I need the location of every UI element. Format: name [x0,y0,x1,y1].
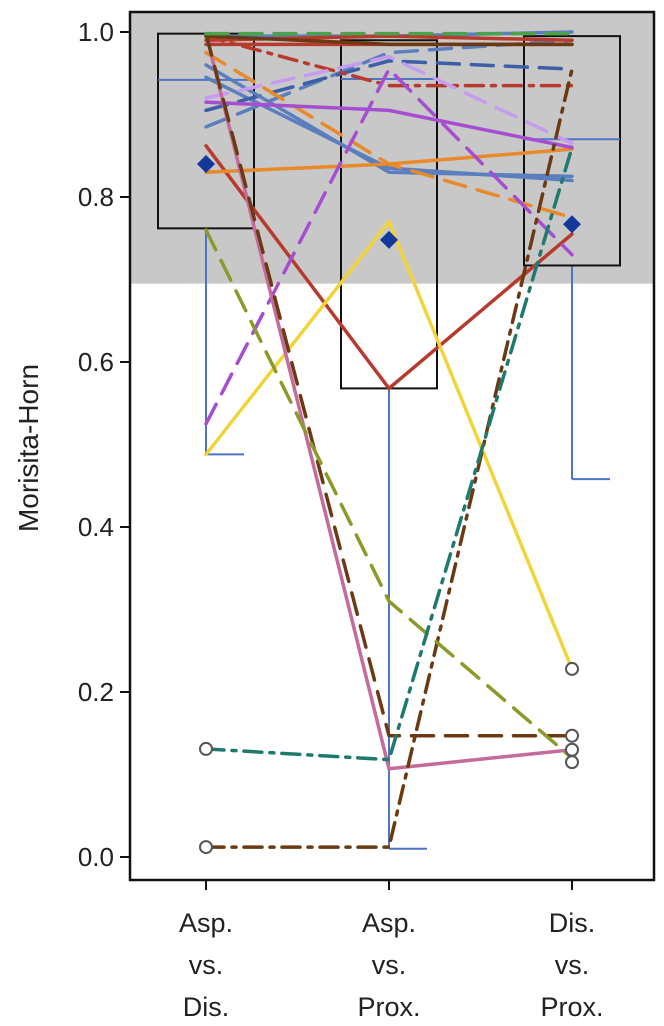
series-line [204,31,574,771]
series-line [204,144,574,391]
x-category-label: Prox. [540,992,603,1022]
outlier-point [199,741,213,756]
plot-frame [128,10,656,882]
box-iqr [523,35,621,267]
x-category-label: Dis. [549,908,596,938]
x-category-label: Asp. [179,908,233,938]
outlier-point [565,742,579,757]
series-line [204,31,574,738]
marker-layer [197,155,581,855]
box-layer [157,32,621,850]
series-line [204,220,574,671]
series-line [204,55,574,146]
series-line [204,228,574,760]
outlier-point [565,661,579,676]
series-line [204,145,574,762]
series-line [204,50,574,220]
series-line [204,63,574,179]
y-tick-label: 0.4 [78,512,114,542]
y-tick-label: 1.0 [78,17,114,47]
y-tick-label: 0.2 [78,677,114,707]
y-tick-label: 0.0 [78,842,114,872]
axis-layer: 0.0 0.2 0.4 0.6 0.8 1.0 Asp. vs. Dis. Asp. vs. Prox… [78,10,656,1022]
series-line [204,34,574,88]
x-category-label: vs. [555,950,590,980]
y-axis-title: Morisita-Horn [13,364,44,532]
x-category-label: Asp. [362,908,416,938]
series-line [204,100,574,150]
series-line [204,59,574,113]
x-category-label: vs. [189,950,224,980]
mean-marker [197,155,215,173]
outlier-point [565,728,579,743]
x-category-label: vs. [372,950,407,980]
outlier-point [565,755,579,770]
y-tick-label: 0.8 [78,182,114,212]
x-category-label: Prox. [357,992,420,1022]
mean-marker [563,215,581,234]
series-line [204,67,574,849]
series-line [204,34,574,47]
series-lines-layer [204,30,574,849]
mean-marker [380,230,398,249]
y-tick-label: 0.6 [78,347,114,377]
x-category-label: Dis. [183,992,230,1022]
outlier-point [199,840,213,855]
